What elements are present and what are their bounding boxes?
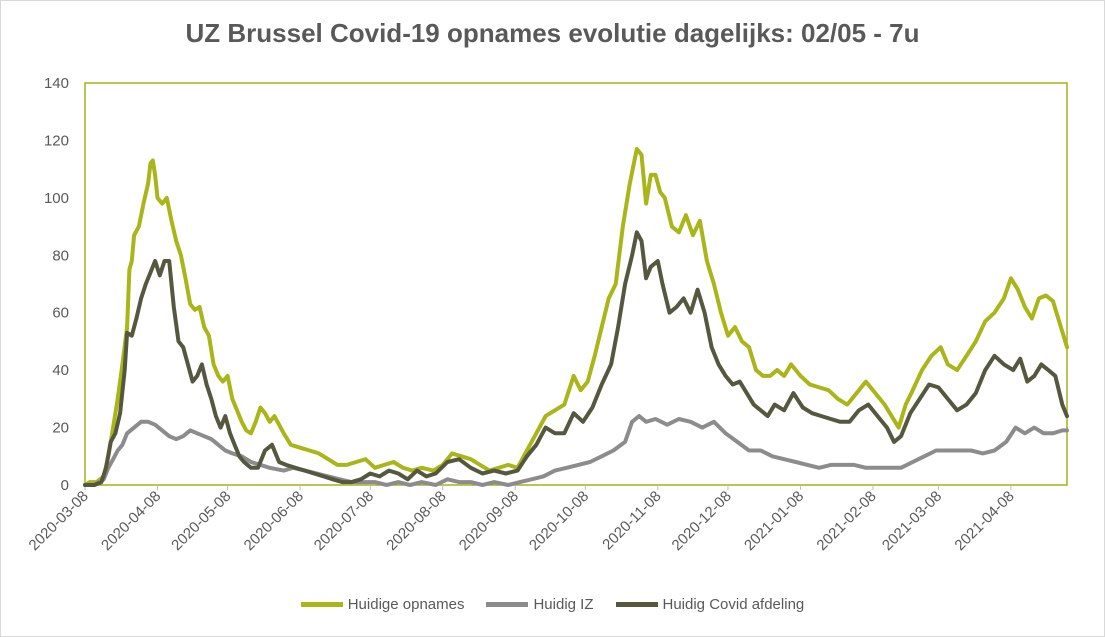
x-tick-label: 2020-03-08 [26,488,92,554]
plot-area-border [84,82,1068,486]
y-tick-label: 80 [52,247,69,264]
y-tick-label: 100 [44,190,69,207]
series-line-0 [83,147,1069,487]
legend-item: Huidige opnames [300,596,465,613]
y-axis-ticks: 0 20 40 60 80 100 120 140 [44,75,69,494]
x-tick-label: 2021-01-08 [741,488,807,554]
x-tick-label: 2020-08-08 [383,488,449,554]
y-tick-label: 0 [61,477,69,494]
legend-label: Huidig IZ [533,596,594,613]
x-tick-label: 2020-06-08 [241,488,307,554]
legend-swatch [486,602,529,607]
legend-label: Huidig Covid afdeling [662,596,805,613]
series-line-2 [83,230,1069,487]
legend-item: Huidig Covid afdeling [615,596,805,613]
x-tick-label: 2020-10-08 [526,488,592,554]
y-tick-label: 40 [52,362,69,379]
series-lines [83,147,1069,487]
x-tick-label: 2021-02-08 [813,488,879,554]
x-axis-ticks: 2020-03-08 2020-04-08 2020-05-08 2020-06-08… [26,485,1018,554]
legend-swatch [300,602,343,607]
y-tick-label: 140 [44,75,69,92]
chart-title: UZ Brussel Covid-19 opnames evolutie dag… [185,18,920,48]
legend-item: Huidig IZ [486,596,594,613]
x-tick-label: 2020-09-08 [456,488,522,554]
legend: Huidige opnames Huidig IZ Huidig Covid afd… [0,596,1105,613]
x-tick-label: 2021-03-08 [879,488,945,554]
y-tick-label: 20 [52,420,69,437]
x-tick-label: 2020-07-08 [311,488,377,554]
x-tick-label: 2020-12-08 [669,488,735,554]
x-tick-label: 2020-05-08 [168,488,234,554]
y-tick-label: 120 [44,132,69,149]
series-line-1 [83,414,1069,487]
x-tick-label: 2020-11-08 [599,488,664,553]
y-tick-label: 60 [52,305,69,322]
x-tick-label: 2020-04-08 [98,488,164,554]
legend-label: Huidige opnames [347,596,465,613]
legend-swatch [615,602,658,607]
x-tick-label: 2021-04-08 [951,488,1017,554]
